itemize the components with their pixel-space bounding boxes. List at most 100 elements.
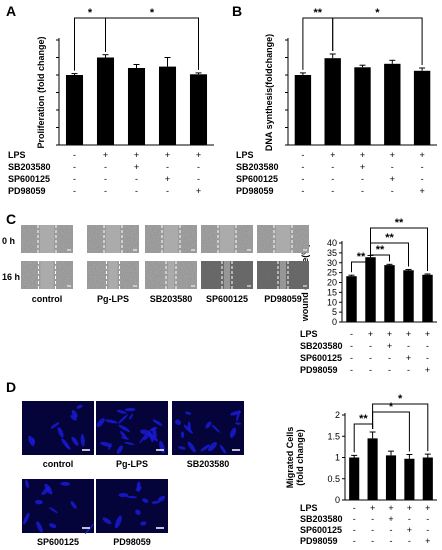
wound-image [257, 261, 309, 289]
bar [294, 75, 312, 145]
cell [35, 499, 43, 505]
treatment-label: SB203580 [300, 514, 343, 524]
treatment-sign: - [331, 162, 334, 172]
wound-image [145, 261, 197, 289]
significance-bracket [370, 252, 390, 262]
treatment-sign: - [301, 162, 304, 172]
treatment-label: LPS [300, 503, 318, 513]
bar [403, 270, 414, 322]
treatment-sign: + [330, 150, 335, 160]
cell [178, 446, 186, 450]
treatment-sign: + [406, 329, 411, 339]
treatment-sign: - [197, 162, 200, 172]
bar [324, 58, 341, 146]
bar [385, 455, 397, 500]
treatment-sign: - [390, 536, 393, 546]
treatment-sign: - [371, 514, 374, 524]
treatment-label: PD98059 [8, 186, 46, 196]
treatment-sign: - [350, 353, 353, 363]
treatment-sign: + [196, 150, 201, 160]
cell [124, 407, 136, 412]
bar [422, 274, 433, 322]
cell [71, 410, 78, 418]
y-tick-label: 1 [335, 453, 340, 463]
cell [60, 481, 71, 486]
treatment-sign: - [73, 174, 76, 184]
treatment-sign: - [426, 353, 429, 363]
cell [36, 521, 43, 533]
treatment-sign: - [135, 186, 138, 196]
treatment-sign: - [408, 536, 411, 546]
treatment-sign: - [104, 174, 107, 184]
treatment-label: PD98059 [236, 186, 274, 196]
treatment-label: LPS [300, 329, 318, 339]
image-label: control [43, 459, 74, 469]
treatment-sign: - [407, 341, 410, 351]
treatment-sign: - [73, 150, 76, 160]
y-axis-label: Proliferation (fold change) [36, 36, 46, 148]
significance-bracket [370, 227, 428, 272]
treatment-sign: + [103, 150, 108, 160]
y-axis-label-line: Migrated Cells [285, 427, 295, 489]
treatment-sign: - [301, 186, 304, 196]
treatment-label: SB203580 [8, 162, 51, 172]
bar [404, 458, 415, 500]
treatment-sign: - [104, 162, 107, 172]
treatment-sign: - [426, 341, 429, 351]
panel-letter-d: D [6, 379, 16, 395]
migration-image [96, 401, 168, 455]
migration-image [22, 479, 95, 534]
treatment-sign: - [369, 341, 372, 351]
cell [140, 429, 151, 435]
significance-label: ** [395, 217, 404, 229]
y-axis-label-line: (fold change) [295, 429, 305, 486]
treatment-label: PD98059 [300, 536, 338, 546]
treatment-sign: + [425, 365, 430, 375]
cell [115, 515, 122, 529]
wound-image [257, 225, 309, 253]
bar [413, 70, 431, 145]
significance-label: ** [385, 232, 394, 244]
cell [219, 444, 227, 454]
y-tick-label: 30 [327, 258, 337, 268]
time-label: 0 h [2, 236, 15, 246]
cell [116, 445, 123, 454]
treatment-sign: + [419, 150, 424, 160]
cell [187, 441, 196, 453]
treatment-sign: - [353, 514, 356, 524]
treatment-label: SP600125 [300, 525, 342, 535]
panel-letter-a: A [6, 3, 16, 19]
cell [175, 419, 182, 426]
cell [149, 427, 157, 432]
migration-image [22, 401, 94, 455]
bar [127, 68, 146, 145]
significance-label: * [88, 7, 93, 19]
cell [76, 404, 83, 409]
wound-image [21, 261, 73, 289]
cell [152, 419, 163, 426]
treatment-sign: - [350, 365, 353, 375]
treatment-sign: + [425, 329, 430, 339]
treatment-sign: + [360, 162, 365, 172]
bar [346, 276, 357, 322]
wound-image [87, 225, 139, 253]
cell [143, 433, 151, 441]
bar [158, 66, 177, 145]
significance-label: * [398, 393, 403, 405]
treatment-sign: - [426, 514, 429, 524]
cell [236, 409, 241, 422]
bar [384, 265, 395, 322]
bar [354, 67, 371, 145]
image-background [96, 479, 168, 533]
cell [126, 495, 137, 499]
significance-bracket [332, 17, 423, 65]
treatment-sign: + [368, 329, 373, 339]
image-label: control [32, 294, 63, 304]
significance-label: ** [359, 413, 368, 425]
scratch-gap [40, 225, 54, 253]
migration-image [172, 401, 244, 455]
chart-a: Proliferation (fold change) * * LPS - + + + + SB2… [8, 7, 214, 196]
y-tick-label: 0 [335, 495, 340, 505]
migration-images: control Pg-LPS SB203580 SP600125 PD98059 [22, 401, 244, 547]
